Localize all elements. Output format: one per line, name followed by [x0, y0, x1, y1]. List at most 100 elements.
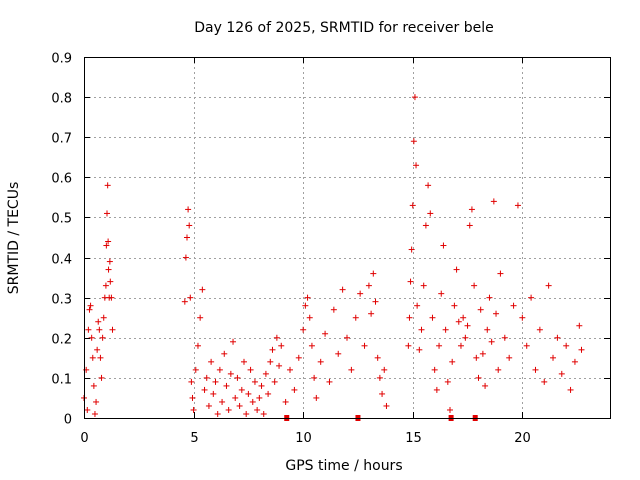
data-point	[194, 342, 201, 349]
data-point	[406, 314, 413, 321]
plot-frame	[84, 57, 611, 419]
data-point	[436, 342, 443, 349]
data-point	[214, 410, 221, 417]
data-point	[339, 286, 346, 293]
y-axis-label: SRMTID / TECUs	[6, 182, 22, 295]
data-point	[326, 378, 333, 385]
data-point	[361, 342, 368, 349]
data-point	[276, 362, 283, 369]
data-point	[197, 314, 204, 321]
data-point	[185, 206, 192, 213]
data-point	[181, 298, 188, 305]
data-point	[550, 354, 557, 361]
data-point	[381, 366, 388, 373]
data-point	[236, 402, 243, 409]
data-point	[89, 354, 96, 361]
data-point	[182, 254, 189, 261]
data-point	[91, 410, 98, 417]
data-point	[311, 374, 318, 381]
data-point	[106, 258, 113, 265]
data-point	[409, 202, 416, 209]
data-point	[313, 394, 320, 401]
data-point	[420, 282, 427, 289]
data-point	[234, 374, 241, 381]
data-point	[86, 306, 93, 313]
data-point	[94, 346, 101, 353]
x-tick-label: 20	[514, 431, 531, 446]
data-point	[212, 378, 219, 385]
data-point	[451, 302, 458, 309]
data-point	[108, 294, 115, 301]
data-point	[256, 394, 263, 401]
data-point	[203, 374, 210, 381]
data-point	[376, 374, 383, 381]
data-point	[558, 370, 565, 377]
data-point	[523, 342, 530, 349]
data-point	[262, 370, 269, 377]
data-point	[330, 306, 337, 313]
data-point	[258, 382, 265, 389]
data-point	[410, 138, 417, 145]
data-point	[219, 398, 226, 405]
data-point	[416, 346, 423, 353]
data-point	[251, 378, 258, 385]
data-point	[455, 318, 462, 325]
data-point	[105, 238, 112, 245]
data-point	[473, 354, 480, 361]
grid-lines	[84, 57, 610, 418]
data-point	[545, 282, 552, 289]
data-point	[308, 342, 315, 349]
data-point	[238, 386, 245, 393]
data-point	[488, 338, 495, 345]
data-point	[300, 326, 307, 333]
data-point	[514, 202, 521, 209]
data-point	[477, 306, 484, 313]
data-point	[438, 290, 445, 297]
x-tick-label: 0	[80, 431, 88, 446]
data-point	[208, 358, 215, 365]
data-point	[453, 266, 460, 273]
data-point	[245, 390, 252, 397]
data-point	[433, 386, 440, 393]
data-point	[484, 326, 491, 333]
data-point	[189, 394, 196, 401]
data-point	[273, 334, 280, 341]
data-point	[260, 410, 267, 417]
data-point	[425, 182, 432, 189]
y-tick-label: 0.1	[51, 373, 72, 388]
data-point	[370, 270, 377, 277]
data-point	[90, 382, 97, 389]
data-point	[105, 266, 112, 273]
x-tick-label: 15	[405, 431, 422, 446]
y-tick-label: 0	[64, 413, 72, 428]
data-point	[227, 370, 234, 377]
data-point	[98, 374, 105, 381]
data-point	[536, 326, 543, 333]
data-point	[457, 342, 464, 349]
data-point	[563, 342, 570, 349]
data-point	[567, 386, 574, 393]
data-point	[427, 210, 434, 217]
data-point	[100, 314, 107, 321]
data-point	[192, 366, 199, 373]
data-point	[408, 246, 415, 253]
data-point	[460, 314, 467, 321]
data-point	[541, 378, 548, 385]
data-point	[422, 222, 429, 229]
data-point	[186, 222, 193, 229]
data-point	[188, 378, 195, 385]
data-point	[444, 378, 451, 385]
data-point	[379, 390, 386, 397]
data-point	[368, 310, 375, 317]
data-point	[429, 314, 436, 321]
data-point	[322, 330, 329, 337]
data-point	[269, 346, 276, 353]
data-point	[497, 270, 504, 277]
data-point	[84, 406, 91, 413]
data-point	[510, 302, 517, 309]
data-point	[431, 366, 438, 373]
y-tick-label: 0.4	[51, 253, 72, 268]
data-point	[464, 322, 471, 329]
y-tick-label: 0.9	[51, 52, 72, 67]
data-point	[335, 350, 342, 357]
